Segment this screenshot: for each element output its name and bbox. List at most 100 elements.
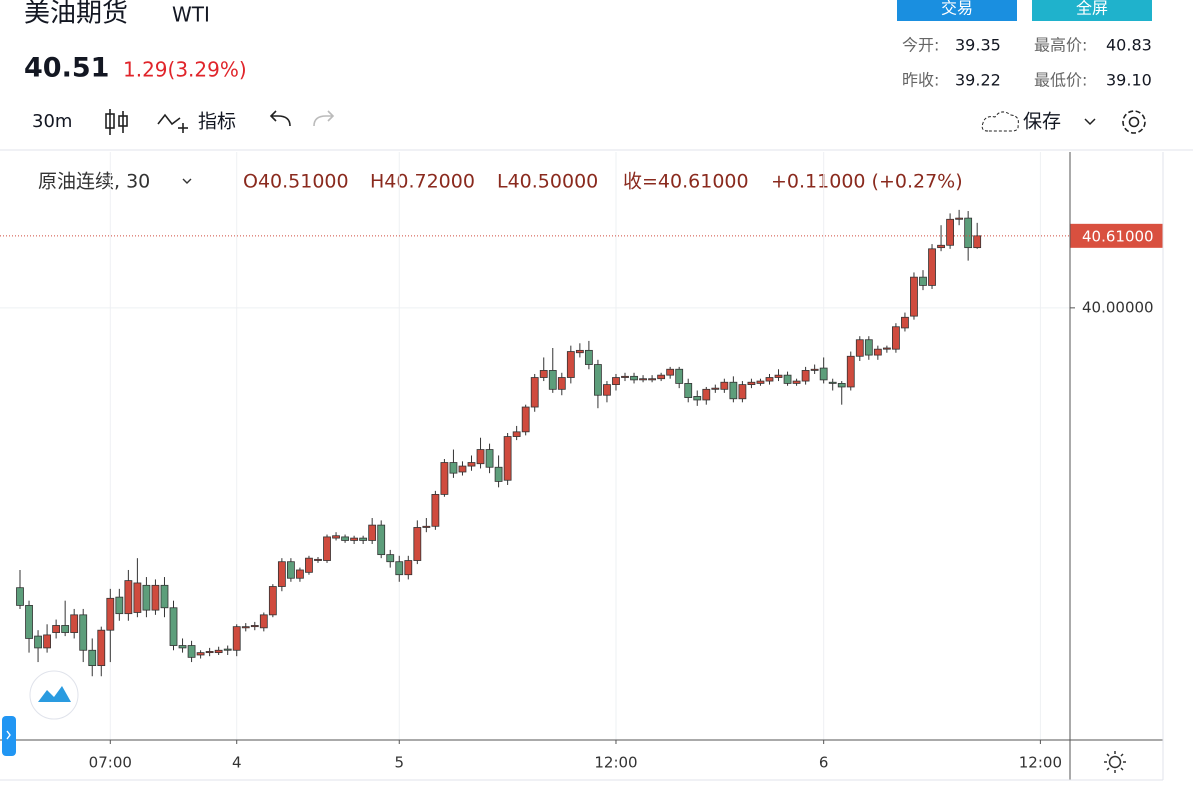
save-button[interactable]: 保存	[1023, 111, 1061, 133]
candle-body	[386, 554, 395, 563]
candle-body	[684, 383, 693, 398]
chart: 07:00 4 5 12:00 6 12:00 40.00000 40.61000	[0, 152, 1163, 772]
symbol: WTI	[172, 3, 210, 27]
candle-body	[648, 378, 656, 381]
candle-body	[88, 649, 97, 667]
stat-value: 39.35	[955, 36, 1001, 55]
candle-body	[43, 634, 51, 649]
candle-body	[792, 380, 801, 384]
candle-body	[837, 383, 846, 388]
logo-badge[interactable]	[29, 670, 79, 720]
candle-body	[621, 375, 629, 378]
interval-button[interactable]: 30m	[32, 111, 72, 132]
candle-body	[259, 614, 268, 629]
candle-body	[458, 465, 467, 473]
candle-body	[548, 370, 557, 390]
candle-body	[675, 368, 684, 384]
stat-label: 最高价:	[1034, 36, 1087, 55]
candle-body	[575, 349, 584, 354]
candle-body	[846, 355, 855, 388]
side-panel-arrow[interactable]	[6, 730, 11, 740]
save-menu-chevron[interactable]	[1084, 118, 1096, 126]
candle-body	[97, 629, 106, 667]
candle-body	[910, 276, 918, 317]
candle-body	[855, 339, 864, 357]
legend-open: O40.51000	[243, 171, 349, 193]
candle-body	[467, 462, 476, 467]
candle-body	[124, 580, 133, 615]
trade-button-label[interactable]: 交易	[941, 0, 973, 18]
candle-body	[566, 351, 575, 378]
candle-body	[882, 347, 891, 350]
candle-body	[214, 649, 223, 654]
settings-icon[interactable]	[1122, 110, 1146, 134]
candle-body	[530, 377, 539, 408]
candle-body	[485, 449, 494, 468]
candle-body	[314, 558, 322, 561]
candle-body	[142, 584, 151, 611]
x-tick-label: 5	[394, 754, 404, 772]
x-tick-label: 4	[232, 754, 242, 772]
candle-body	[250, 625, 259, 628]
redo-icon[interactable]	[313, 110, 335, 127]
candle-body	[964, 217, 973, 249]
x-tick-label: 12:00	[1019, 754, 1062, 772]
candle-body	[70, 614, 79, 633]
legend-low: L40.50000	[497, 171, 598, 193]
candle-body	[612, 377, 620, 386]
legend-change: +0.11000 (+0.27%)	[771, 171, 963, 193]
candle-body	[404, 560, 413, 576]
candle-body	[34, 635, 42, 649]
candle-body	[169, 607, 178, 646]
legend-symbol[interactable]: 原油连续, 30	[38, 171, 150, 193]
legend-chevron[interactable]	[182, 178, 192, 184]
candle-body	[828, 381, 837, 384]
candle-body	[603, 384, 611, 396]
candle-body	[205, 651, 214, 654]
candle-body	[639, 378, 647, 381]
candle-body	[196, 652, 205, 656]
candle-body	[539, 370, 548, 378]
candle-body	[919, 276, 927, 286]
candle-body	[449, 462, 458, 474]
candle-body	[277, 561, 286, 587]
candle-body	[973, 235, 982, 249]
candle-body	[946, 218, 954, 246]
chart-type-icon[interactable]	[105, 109, 128, 135]
candle-body	[16, 587, 24, 606]
undo-icon[interactable]	[269, 110, 291, 127]
candle-body	[25, 604, 33, 639]
x-tick-label: 07:00	[89, 754, 132, 772]
candle-body	[296, 569, 304, 579]
fullscreen-button-label[interactable]: 全屏	[1076, 0, 1108, 18]
indicator-button[interactable]: 指标	[198, 111, 236, 133]
candle-body	[323, 536, 331, 561]
stat-value: 39.22	[955, 71, 1001, 90]
candle-body	[160, 584, 169, 609]
candle-body	[187, 645, 196, 658]
trade-button[interactable]	[897, 0, 1017, 21]
last-price-label: 40.61000	[1082, 227, 1154, 245]
stat-value: 39.10	[1106, 71, 1152, 90]
candle-body	[801, 370, 810, 382]
cloud-icon[interactable]	[981, 111, 1019, 132]
candle-body	[440, 462, 449, 495]
candle-body	[901, 316, 909, 329]
candle-body	[350, 537, 359, 541]
theme-icon[interactable]	[1104, 751, 1126, 773]
candle-body	[774, 374, 783, 378]
candle-body	[286, 561, 295, 579]
candle-body	[557, 377, 566, 390]
candle-body	[892, 326, 900, 350]
candle-body	[819, 367, 828, 381]
candle-body	[512, 431, 521, 437]
y-tick-label: 40.00000	[1082, 298, 1154, 316]
fullscreen-button[interactable]	[1032, 0, 1152, 21]
candle-body	[422, 525, 431, 528]
stat-value: 40.83	[1106, 36, 1152, 55]
candle-body	[810, 368, 819, 371]
indicator-icon[interactable]	[157, 113, 188, 133]
candle-body	[666, 368, 675, 376]
candle-body	[765, 377, 774, 382]
